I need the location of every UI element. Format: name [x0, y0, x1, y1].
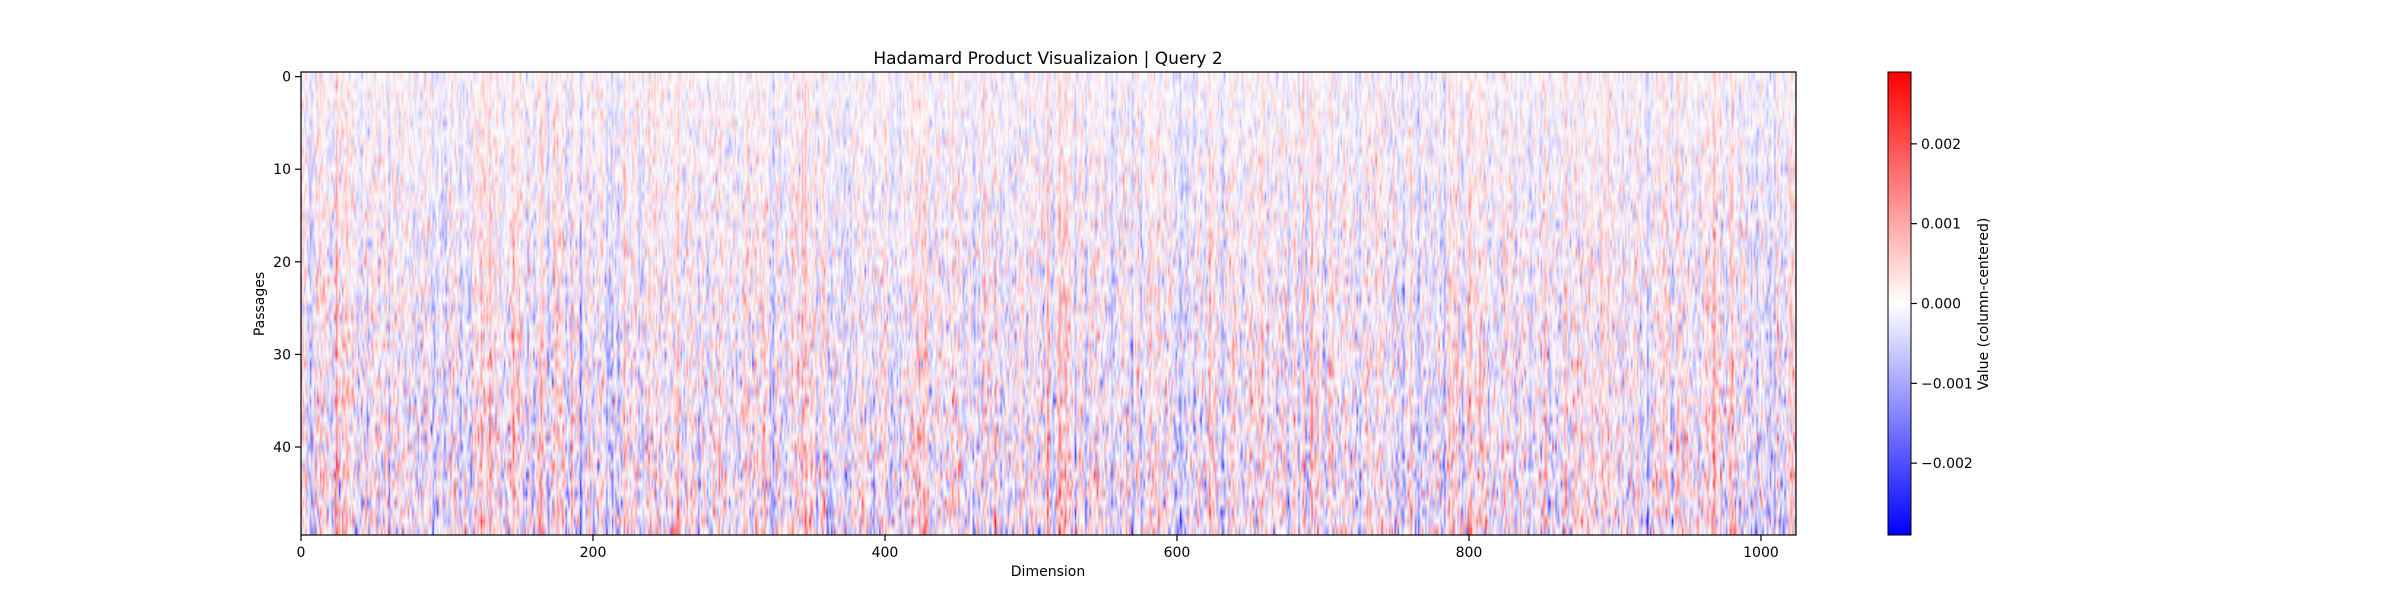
y-axis-label: Passages	[252, 272, 268, 336]
x-tick-label: 400	[872, 545, 899, 561]
x-tick-label: 800	[1456, 545, 1483, 561]
y-tick-label: 0	[282, 70, 291, 86]
colorbar-tick-label: −0.001	[1921, 376, 1973, 392]
colorbar-tick-label: 0.001	[1921, 217, 1961, 233]
heatmap-cells	[301, 72, 1796, 535]
x-tick-label: 0	[297, 545, 306, 561]
x-axis-label: Dimension	[1011, 564, 1085, 580]
x-tick-label: 1000	[1743, 545, 1779, 561]
colorbar-label: Value (column-centered)	[1976, 218, 1992, 391]
heatmap-canvas-holder	[301, 72, 1796, 535]
colorbar	[1887, 71, 1912, 536]
colorbar-tick-label: 0.002	[1921, 137, 1961, 153]
y-tick-label: 20	[273, 255, 291, 271]
x-tick-label: 600	[1164, 545, 1191, 561]
y-tick-label: 10	[273, 162, 291, 178]
x-axis-ticks: 0 200 400 600 800 1000	[297, 535, 1779, 561]
colorbar-tick-label: 0.000	[1921, 297, 1961, 313]
y-axis-ticks: 0 10 20 30 40	[273, 70, 301, 456]
chart-title: Hadamard Product Visualizaion | Query 2	[873, 49, 1222, 69]
y-tick-label: 40	[273, 440, 291, 456]
colorbar-ticks: 0.002 0.001 0.000 −0.001 −0.002	[1911, 137, 1973, 472]
x-tick-label: 200	[580, 545, 607, 561]
colorbar-tick-label: −0.002	[1921, 456, 1973, 472]
heatmap-axes-frame	[300, 71, 1797, 536]
y-tick-label: 30	[273, 347, 291, 363]
